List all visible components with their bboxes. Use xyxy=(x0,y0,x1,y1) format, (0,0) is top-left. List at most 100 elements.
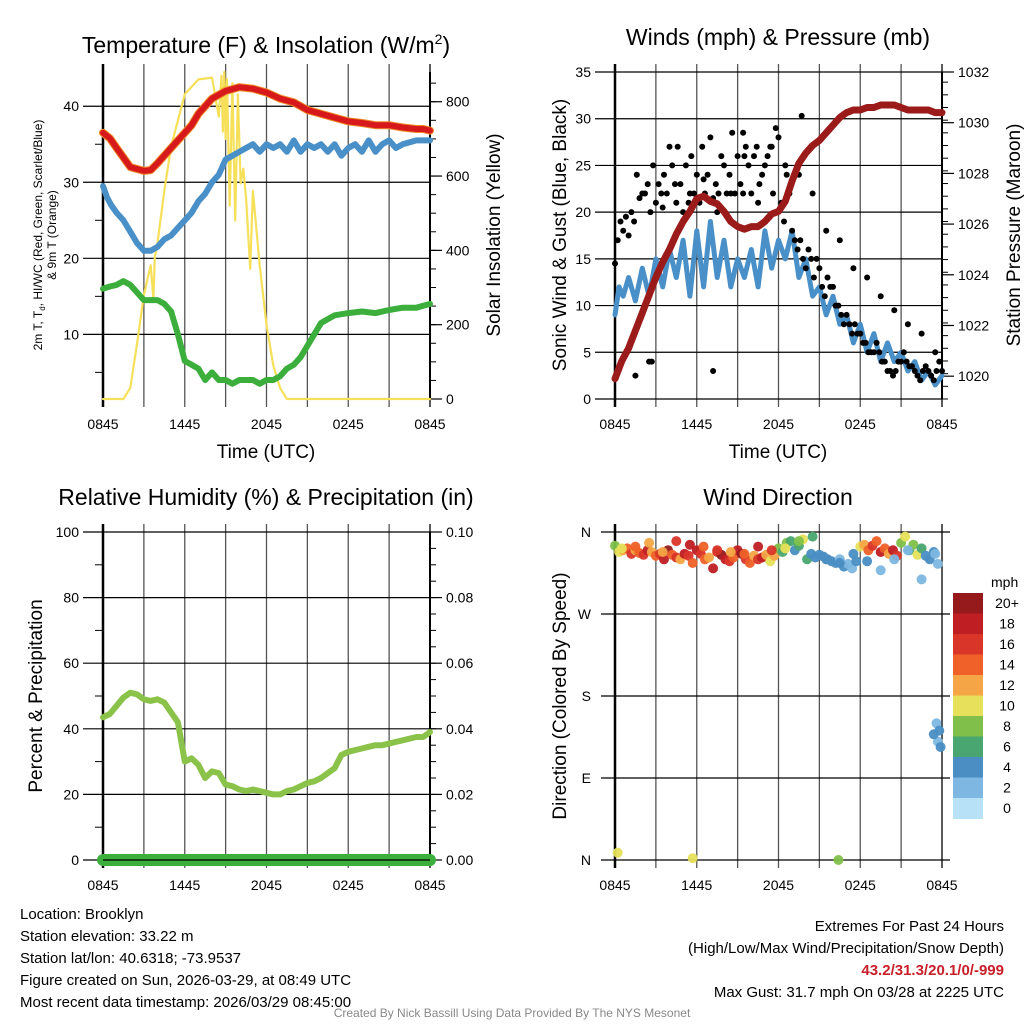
gust-point xyxy=(783,171,790,178)
gust-point xyxy=(636,195,643,202)
colorbar-segment xyxy=(953,654,983,676)
x-tick-label: 0845 xyxy=(87,416,118,432)
wind-direction-point xyxy=(793,536,804,547)
wind-direction-point xyxy=(780,543,791,554)
pressure-y-label: Station Pressure (Maroon) xyxy=(1004,124,1024,347)
y-tick-label: 40 xyxy=(63,98,79,114)
gust-point xyxy=(721,162,727,169)
wind-direction-point xyxy=(900,531,911,542)
gust-point xyxy=(846,321,853,328)
wind-direction-point xyxy=(630,541,641,552)
max-gust-text: Max Gust: 31.7 mph On 03/28 at 2225 UTC xyxy=(713,984,1004,1001)
wind-direction-point xyxy=(612,847,623,858)
gust-point xyxy=(707,134,714,141)
gust-point xyxy=(661,171,667,178)
wind-direction-point xyxy=(875,565,886,576)
insolation-line xyxy=(101,70,432,401)
gust-point xyxy=(700,176,707,183)
colorbar-label: 4 xyxy=(1003,759,1011,775)
gust-point xyxy=(625,232,632,239)
credit-text: Created By Nick Bassill Using Data Provi… xyxy=(333,1006,691,1020)
gust-point xyxy=(631,218,638,225)
dewpoint-line xyxy=(100,278,433,387)
x-tick-label: 0845 xyxy=(414,877,445,893)
extremes-values: 43.2/31.3/20.1/0/-999 xyxy=(861,962,1004,979)
wind-direction-plot-area: 0845 1445 2045 0245 0845 N E S W N xyxy=(578,524,958,893)
gust-point xyxy=(810,274,817,281)
gust-point xyxy=(775,134,782,141)
gust-point xyxy=(939,368,945,374)
wind-direction-point xyxy=(744,558,755,568)
gust-point xyxy=(838,311,845,318)
colorbar-segment xyxy=(953,716,983,737)
gust-point xyxy=(742,143,749,150)
gust-point xyxy=(909,363,915,370)
temperature-y-label-line1: 2m T, Td, HI/WC (Red, Green, Scarlet/Blu… xyxy=(31,120,47,351)
gust-point xyxy=(715,190,722,197)
x-tick-label: 2045 xyxy=(251,416,282,432)
gust-point xyxy=(936,358,943,365)
gust-point xyxy=(647,209,654,216)
colorbar-label: 0 xyxy=(1003,800,1011,816)
wind-direction-point xyxy=(657,547,668,557)
gust-point xyxy=(932,349,939,356)
gust-point xyxy=(857,330,864,337)
gust-point xyxy=(925,368,932,374)
gust-point xyxy=(642,190,648,197)
winds-y-label: Sonic Wind & Gust (Blue, Black) xyxy=(550,99,571,371)
y2-tick-label: 1028 xyxy=(958,165,989,181)
winds-title: Winds (mph) & Pressure (mb) xyxy=(626,24,930,50)
gust-point xyxy=(797,237,804,244)
y2-tick-label: 1026 xyxy=(958,216,989,232)
y-tick-label: 0 xyxy=(71,852,79,868)
gust-point xyxy=(849,330,856,337)
gust-point xyxy=(864,274,871,281)
colorbar-label: 12 xyxy=(999,677,1015,693)
y2-tick-label: 600 xyxy=(446,168,470,184)
timestamp-text: Most recent data timestamp: 2026/03/29 0… xyxy=(20,994,352,1011)
y2-tick-label: 1022 xyxy=(958,317,989,333)
colorbar-segment xyxy=(953,777,983,799)
x-tick-label: 2045 xyxy=(251,877,282,893)
y-tick-label: 60 xyxy=(63,655,79,671)
gust-point xyxy=(870,349,877,356)
gust-point xyxy=(740,129,747,136)
wind-direction-point xyxy=(753,541,764,552)
gust-point xyxy=(699,143,706,150)
gust-point xyxy=(655,181,662,188)
gust-point xyxy=(877,293,884,300)
colorbar-title: mph xyxy=(991,574,1018,590)
colorbar-segment xyxy=(953,757,983,778)
colorbar-label: 10 xyxy=(999,698,1015,714)
gust-point xyxy=(919,368,926,374)
gust-point xyxy=(930,377,937,384)
gust-point xyxy=(781,218,787,225)
x-tick-label: 0245 xyxy=(333,416,364,432)
wind-direction-point xyxy=(862,556,873,567)
wind-direction-point xyxy=(889,554,900,565)
colorbar-segment xyxy=(953,798,983,819)
winds-x-label: Time (UTC) xyxy=(729,442,828,463)
gust-point xyxy=(718,153,725,160)
y-tick-label: 10 xyxy=(575,298,591,314)
gust-point xyxy=(800,255,806,262)
wind-direction-point xyxy=(935,742,946,752)
wind-direction-point xyxy=(902,545,913,556)
gust-point xyxy=(873,339,880,346)
gust-point xyxy=(904,321,911,328)
gust-point xyxy=(755,199,762,206)
wind-direction-point xyxy=(807,531,818,542)
y2-tick-label: 400 xyxy=(446,242,470,258)
y2-tick-label: 1032 xyxy=(958,64,989,80)
humidity-line xyxy=(100,689,433,798)
gust-point xyxy=(723,190,730,197)
gust-point xyxy=(658,190,665,197)
wind-direction-point xyxy=(712,545,723,556)
x-tick-label: 1445 xyxy=(169,877,200,893)
gust-point xyxy=(850,265,857,272)
gust-point xyxy=(674,143,681,150)
gust-point xyxy=(819,283,826,290)
elevation-text: Station elevation: 33.22 m xyxy=(20,928,194,945)
gust-point xyxy=(805,246,812,253)
y-tick-label: 25 xyxy=(575,157,591,173)
